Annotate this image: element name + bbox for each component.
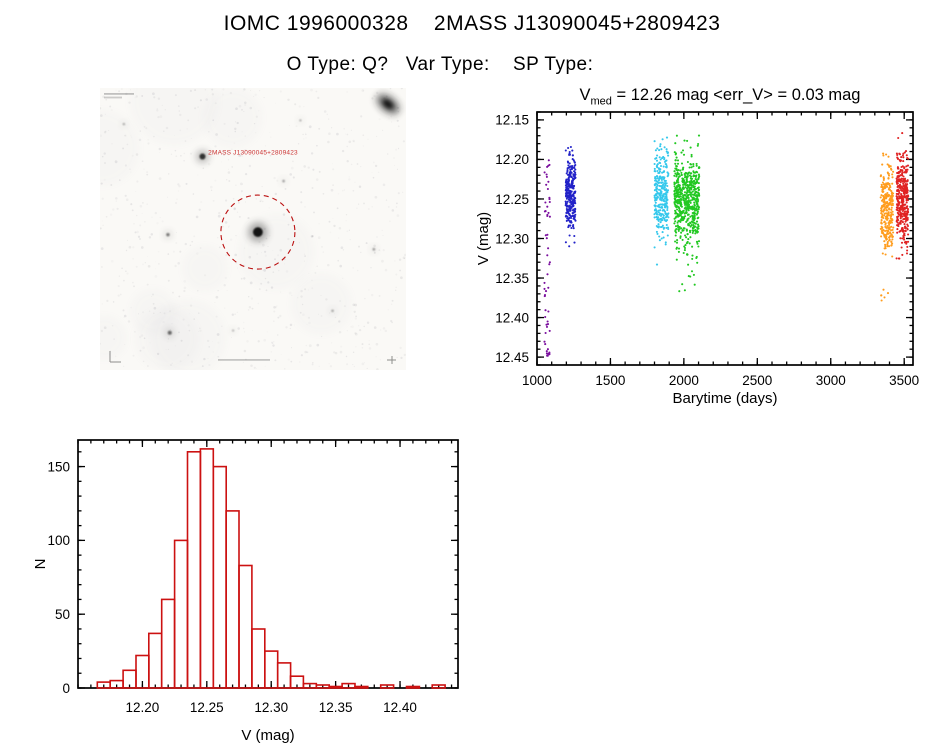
svg-text:12.25: 12.25 [495,192,529,207]
histogram-bars [96,448,446,689]
svg-text:12.45: 12.45 [495,350,529,365]
lightcurve-cluster-3 [653,136,670,266]
svg-text:1500: 1500 [595,373,625,388]
svg-text:2500: 2500 [742,373,772,388]
finder-annotation: 2MASS J13090045+2809423 [208,149,298,156]
svg-text:2000: 2000 [669,373,699,388]
lightcurve-cluster-1 [543,159,551,357]
svg-text:12.35: 12.35 [495,271,529,286]
lightcurve-ylabel: V (mag) [475,212,492,265]
svg-text:100: 100 [47,533,70,548]
svg-text:12.40: 12.40 [495,310,529,325]
finder-target-circle [220,194,296,270]
finder-stars [121,118,377,337]
lightcurve-panel: Vmed = 12.26 mag <err_V> = 0.03 mag 1000… [470,85,944,420]
lightcurve-plot: 1000 1500 2000 2500 3000 3500 12.15 12.20 12.25 1… [475,111,919,407]
histogram-ylabel: N [32,559,49,570]
svg-text:12.30: 12.30 [495,231,529,246]
finder-noise [100,88,406,370]
histogram-panel: 12.20 12.25 12.30 12.35 12.40 0 50 100 150 V (mag… [30,420,500,747]
svg-text:12.20: 12.20 [495,152,529,167]
svg-text:0: 0 [62,681,70,696]
lightcurve-title-v: V [579,86,591,104]
finder-chart-panel: 2MASS J13090045+2809423 [100,88,406,370]
svg-text:3000: 3000 [816,373,846,388]
histogram-tick-labels: 12.20 12.25 12.30 12.35 12.40 0 50 100 150 [47,459,416,715]
lightcurve-title-rest: = 12.26 mag <err_V> = 0.03 mag [611,86,861,104]
histogram-xlabel: V (mag) [241,727,294,744]
lightcurve-points [543,132,910,357]
finder-galaxy [376,94,400,115]
lightcurve-cluster-5 [879,152,895,302]
lightcurve-cluster-6 [895,132,910,260]
svg-text:12.30: 12.30 [254,700,288,715]
finder-corner-marks [109,351,396,364]
page-title: IOMC 1996000328 2MASS J13090045+2809423 [223,12,721,35]
lightcurve-axis-titles: Barytime (days) V (mag) [475,212,778,407]
svg-text:12.20: 12.20 [126,700,160,715]
svg-text:1000: 1000 [522,373,552,388]
lightcurve-cluster-4 [673,134,701,293]
lightcurve-axes [536,111,914,366]
object-type-line: O Type: Q? Var Type: SP Type: [286,54,594,75]
lightcurve-cluster-2 [564,145,577,248]
svg-text:3500: 3500 [889,373,919,388]
svg-text:12.25: 12.25 [190,700,224,715]
lightcurve-title-sub: med [590,95,612,108]
svg-text:12.35: 12.35 [319,700,353,715]
svg-text:50: 50 [55,607,70,622]
lightcurve-xlabel: Barytime (days) [672,390,777,407]
finder-chart-image: 2MASS J13090045+2809423 [100,88,406,370]
histogram-axis-titles: V (mag) N [32,559,295,744]
svg-text:12.15: 12.15 [495,113,529,128]
histogram-plot: 12.20 12.25 12.30 12.35 12.40 0 50 100 150 V (mag… [32,439,459,744]
lightcurve-tick-labels: 1000 1500 2000 2500 3000 3500 12.15 12.20 12.25 1… [495,113,919,388]
svg-text:150: 150 [47,459,70,474]
finder-header-marks [104,93,270,361]
lightcurve-title: Vmed = 12.26 mag <err_V> = 0.03 mag [510,86,930,107]
svg-text:12.40: 12.40 [383,700,417,715]
